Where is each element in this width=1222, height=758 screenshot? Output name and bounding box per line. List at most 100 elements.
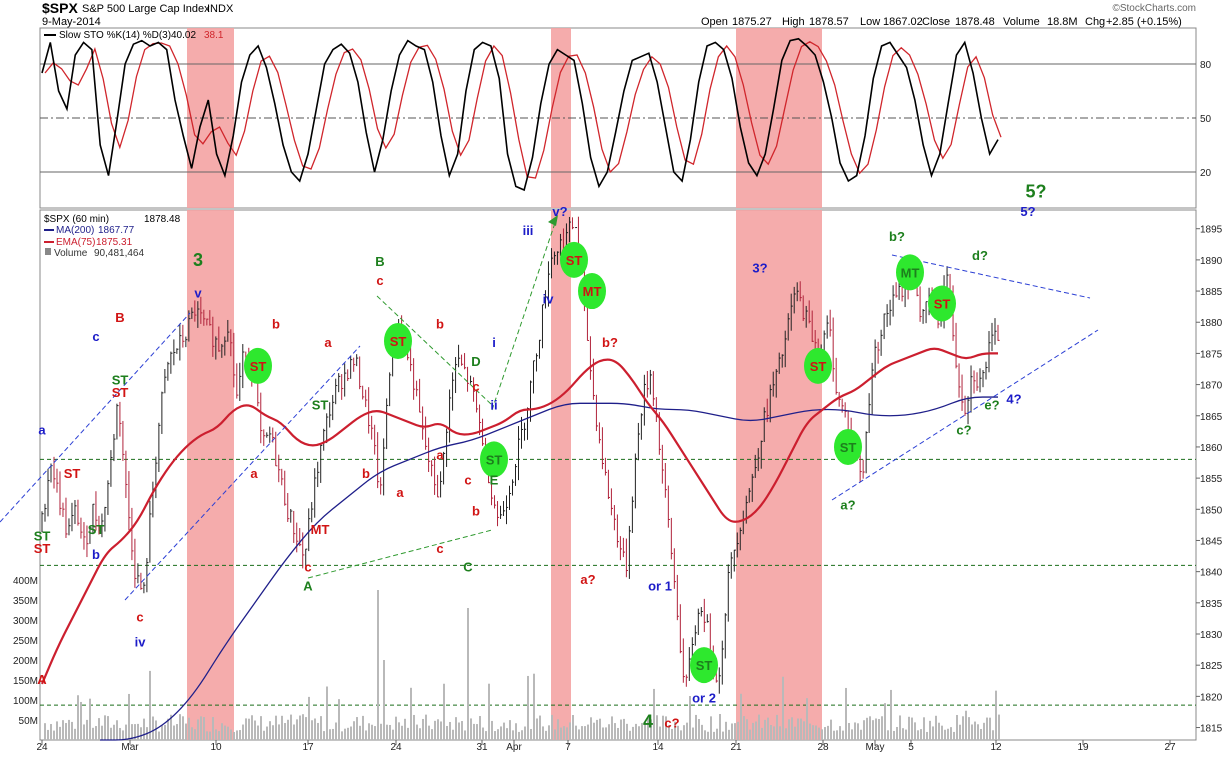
volume-bar: [674, 721, 676, 740]
volume-bar: [122, 730, 124, 740]
volume-bar: [575, 725, 577, 740]
volume-bar: [920, 729, 922, 740]
wave-label: 5?: [1025, 182, 1046, 202]
st-marker-circle: [384, 322, 412, 359]
volume-bar: [623, 718, 625, 740]
ema-legend-value: 1875.31: [96, 237, 133, 248]
price-y-tick-label: 1870: [1200, 381, 1222, 392]
x-tick-label: 19: [1077, 742, 1089, 753]
volume-bar: [239, 730, 241, 740]
volume-bar: [98, 718, 100, 740]
price-y-tick-label: 1835: [1200, 599, 1222, 610]
volume-bar: [545, 730, 547, 740]
volume-bar: [230, 729, 232, 740]
brand-label: ©StockCharts.com: [1112, 3, 1196, 14]
volume-bar: [317, 722, 319, 740]
volume-bar: [416, 724, 418, 740]
volume-bar: [59, 726, 61, 740]
volume-bar: [752, 722, 754, 740]
volume-bar: [977, 724, 979, 740]
volume-bar: [671, 728, 673, 740]
volume-bar: [197, 719, 199, 740]
volume-bar: [224, 725, 226, 740]
volume-bar: [971, 724, 973, 740]
triangle-lower: [831, 329, 1099, 501]
wave-label: c: [436, 541, 443, 556]
volume-bars: [44, 590, 1000, 740]
volume-bar: [923, 717, 925, 740]
volume-bar: [293, 724, 295, 740]
volume-bar: [896, 726, 898, 740]
wave-label: b: [92, 547, 100, 562]
wave-label: i: [492, 335, 496, 350]
volume-bar: [860, 729, 862, 740]
x-tick-label: 17: [302, 742, 314, 753]
volume-bar: [203, 717, 205, 740]
volume-value: 18.8M: [1047, 16, 1078, 28]
volume-bar: [95, 726, 97, 740]
volume-bar: [68, 719, 70, 740]
volume-bar: [491, 720, 493, 740]
volume-bar: [275, 715, 277, 740]
st-marker-circle: [690, 647, 718, 684]
x-tick-label: 24: [36, 742, 48, 753]
open-label: Open: [701, 16, 728, 28]
volume-bar: [794, 726, 796, 740]
volume-bar: [104, 715, 106, 740]
volume-bar: [335, 722, 337, 740]
volume-bar: [851, 729, 853, 740]
volume-bar: [404, 718, 406, 740]
volume-bar: [428, 725, 430, 740]
sto-y-tick-label: 20: [1200, 168, 1212, 179]
volume-bar: [134, 724, 136, 740]
volume-bar: [467, 608, 469, 740]
volume-bar: [125, 724, 127, 740]
wave-label: ST: [312, 398, 329, 413]
wave-label: c: [92, 329, 99, 344]
volume-bar: [413, 714, 415, 740]
volume-bar: [458, 722, 460, 740]
triangle-upper: [891, 254, 1091, 299]
volume-bar: [782, 676, 784, 740]
volume-bar: [884, 703, 886, 740]
wave-label: ST: [112, 385, 129, 400]
volume-bar: [131, 724, 133, 740]
volume-bar: [866, 717, 868, 740]
volume-bar: [647, 717, 649, 740]
price-y-tick-label: 1895: [1200, 225, 1222, 236]
volume-bar: [644, 722, 646, 740]
x-tick-label: 5: [908, 742, 914, 753]
volume-bar: [74, 728, 76, 740]
wave-label: or 2: [692, 691, 716, 706]
volume-bar: [698, 718, 700, 740]
st-marker-circle: [928, 285, 956, 322]
low-label: Low: [860, 16, 880, 28]
volume-bar: [170, 714, 172, 740]
sto-y-tick-label: 50: [1200, 114, 1212, 125]
volume-bar: [92, 727, 94, 740]
volume-bar: [344, 728, 346, 740]
volume-bar: [668, 725, 670, 740]
volume-bar: [47, 729, 49, 740]
volume-bar: [53, 730, 55, 740]
wave-label: c: [464, 472, 471, 487]
st-marker-label: MT: [901, 265, 920, 280]
volume-bar: [503, 722, 505, 740]
high-value: 1878.57: [809, 16, 849, 28]
volume-bar: [395, 716, 397, 740]
volume-bar: [425, 714, 427, 740]
volume-bar: [797, 718, 799, 740]
volume-bar: [356, 717, 358, 740]
st-marker-label: ST: [250, 359, 267, 374]
wave-label: c?: [956, 422, 971, 437]
volume-bar: [443, 683, 445, 740]
volume-bar: [776, 714, 778, 740]
volume-bar: [962, 716, 964, 740]
volume-bar: [680, 730, 682, 740]
volume-bar: [572, 715, 574, 740]
header-exchange: INDX: [207, 3, 234, 15]
volume-bar: [815, 725, 817, 740]
volume-bar: [167, 718, 169, 740]
band-sto-1: [551, 28, 571, 208]
wave-label: v?: [552, 204, 567, 219]
